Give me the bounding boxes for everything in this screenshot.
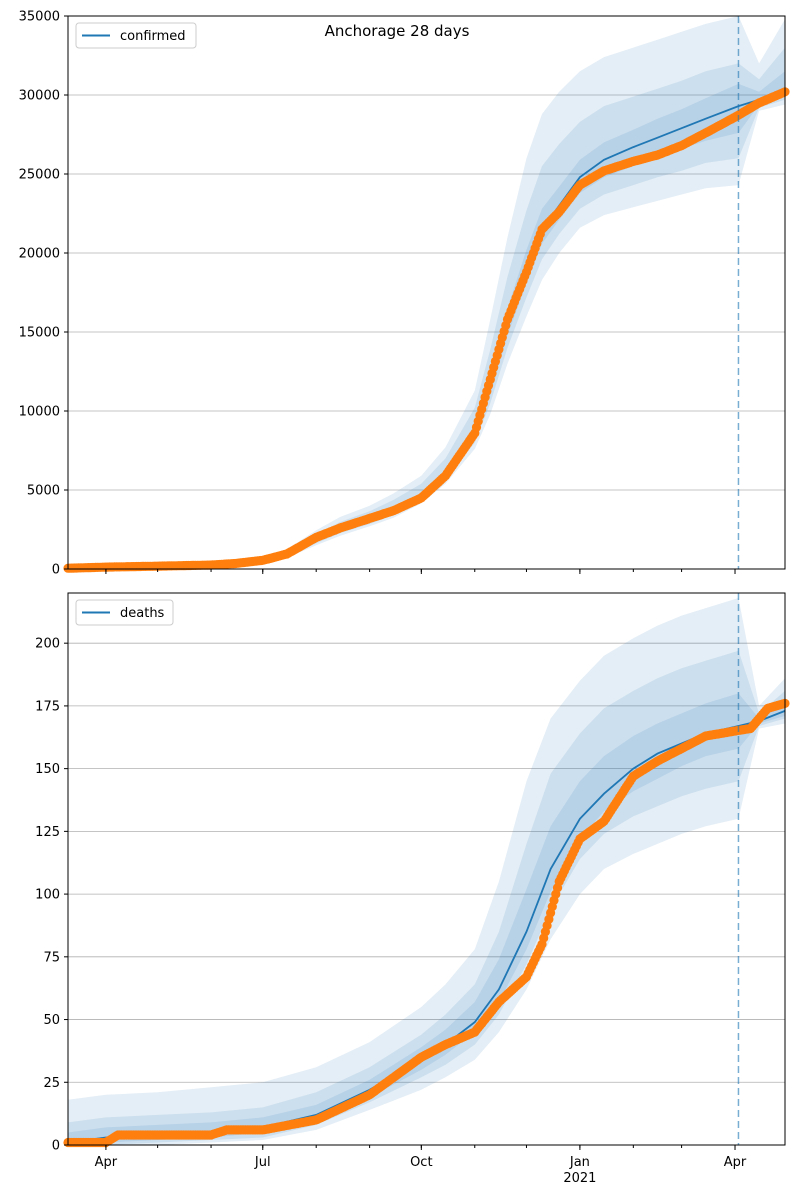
plot-frame	[67, 592, 786, 1146]
x-tick-label: Oct	[410, 1155, 432, 1170]
y-tick-label: 30000	[19, 89, 60, 104]
x-tick-label: Apr	[95, 1155, 118, 1170]
confidence-band	[68, 16, 785, 569]
confidence-band	[68, 71, 785, 569]
x-tick-label: Jul	[254, 1155, 271, 1170]
x-tick-label: Apr	[724, 1155, 747, 1170]
legend-label: deaths	[120, 606, 165, 621]
y-tick-label: 25	[43, 1076, 60, 1091]
confirmed-chart: 0 5000 10000 15000 20000 25000 30000 35000 confi…	[19, 10, 790, 578]
confidence-band	[68, 598, 785, 1145]
legend-label: confirmed	[120, 29, 186, 44]
y-tick-label: 175	[35, 699, 60, 714]
plot-frame	[67, 15, 786, 570]
y-tick-label: 25000	[19, 168, 60, 183]
y-tick-label: 125	[35, 825, 60, 840]
y-tick-label: 35000	[19, 10, 60, 25]
y-tick-label: 10000	[19, 405, 60, 420]
y-tick-label: 15000	[19, 326, 60, 341]
y-tick-label: 50	[43, 1013, 60, 1028]
y-tick-label: 5000	[27, 484, 60, 499]
x-tick-year-label: 2021	[563, 1171, 596, 1186]
confidence-band	[68, 693, 785, 1145]
y-tick-label: 20000	[19, 247, 60, 262]
y-tick-label: 100	[35, 888, 60, 903]
y-tick-label: 0	[52, 563, 60, 578]
x-tick-label: Jan	[569, 1155, 590, 1170]
confidence-band	[68, 47, 785, 569]
confidence-band	[68, 650, 785, 1145]
y-tick-label: 75	[43, 950, 60, 965]
y-tick-label: 0	[52, 1139, 60, 1154]
legend-box	[75, 22, 197, 49]
legend-box	[75, 599, 174, 626]
y-tick-label: 200	[35, 637, 60, 652]
y-tick-label: 150	[35, 762, 60, 777]
chart-title: Anchorage 28 days	[325, 22, 470, 40]
